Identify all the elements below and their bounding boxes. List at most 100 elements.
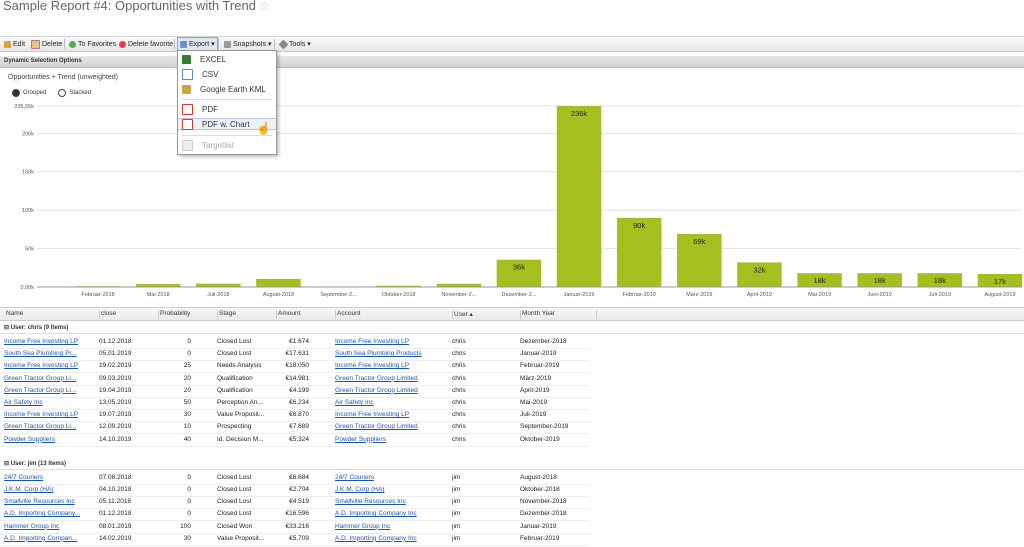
- bar[interactable]: [737, 262, 782, 287]
- opportunity-link[interactable]: South Sea Plumbing Pr...: [4, 350, 77, 358]
- table-row[interactable]: Green Tractor Group Li... 12.09.2019 10 Pro…: [0, 421, 590, 435]
- opportunity-link[interactable]: Income Free Investing LP: [4, 362, 79, 370]
- column-header[interactable]: close: [97, 310, 159, 319]
- account-link[interactable]: Income Free Investing LP: [335, 338, 410, 345]
- account-link[interactable]: Income Free Investing LP: [335, 411, 410, 419]
- opportunity-link[interactable]: Green Tractor Group Li...: [4, 386, 77, 394]
- table-row[interactable]: Income Free Investing LP 01.12.2018 0 Close…: [0, 336, 590, 349]
- bar-data-label: 18k: [814, 276, 826, 285]
- account-link[interactable]: Powder Suppliers: [335, 435, 386, 443]
- bar-data-label: 18k: [934, 276, 946, 285]
- table-row[interactable]: Income Free Investing LP 19.07.2019 30 Valu…: [0, 409, 590, 423]
- opportunity-link[interactable]: J.K.M. Corp (HA): [4, 486, 54, 493]
- opportunity-link[interactable]: Income Free Investing LP: [4, 338, 79, 345]
- table-cell: €1.674: [289, 338, 309, 345]
- opportunity-link[interactable]: Income Free Investing LP: [4, 411, 79, 419]
- bar[interactable]: [256, 278, 301, 287]
- table-row[interactable]: Green Tractor Group Li... 09.03.2019 20 Qua…: [0, 373, 590, 386]
- account-link[interactable]: Hammer Group Inc: [335, 522, 391, 530]
- group-header[interactable]: ⊟ User: jim (13 Items): [0, 458, 1024, 470]
- table-cell: €4.519: [289, 498, 309, 506]
- favorite-star-icon[interactable]: ☆: [258, 0, 270, 13]
- menu-item-csv[interactable]: CSV: [178, 68, 276, 80]
- table-row[interactable]: Hammer Group Inc 08.01.2019 100 Closed Won €…: [0, 521, 590, 534]
- tools-button[interactable]: Tools ▾: [278, 37, 311, 51]
- bar[interactable]: [556, 106, 602, 287]
- table-row[interactable]: Powder Suppliers 14.10.2019 40 Id. Decision…: [0, 434, 590, 447]
- pdf-icon: [182, 103, 193, 115]
- menu-item-kml[interactable]: Google Earth KML: [178, 83, 276, 95]
- bar-data-label: 90k: [633, 221, 645, 230]
- table-row[interactable]: A.D. Importing Compan... 14.02.2019 30 Valu…: [0, 533, 590, 546]
- bar[interactable]: [917, 273, 963, 287]
- bar[interactable]: [977, 273, 1023, 287]
- column-header[interactable]: Month Year: [518, 310, 597, 319]
- opportunity-link[interactable]: Powder Suppliers: [4, 435, 55, 443]
- account-link[interactable]: Smallville Resources Inc: [335, 498, 406, 506]
- account-link[interactable]: Income Free Investing LP: [335, 362, 410, 370]
- section-title: Dynamic Selection Options: [4, 58, 82, 64]
- column-header[interactable]: Amount: [274, 310, 336, 319]
- table-row[interactable]: 24/7 Couriers 07.08.2018 0 Closed Lost €6.68…: [0, 472, 590, 485]
- opportunity-link[interactable]: Smallville Resources Inc: [4, 498, 75, 506]
- bar[interactable]: [135, 284, 181, 287]
- table-cell: €33.216: [285, 522, 310, 530]
- menu-item-pdf[interactable]: PDF: [178, 103, 276, 115]
- delete-button[interactable]: Delete: [31, 37, 62, 51]
- bar[interactable]: [376, 285, 421, 287]
- table-cell: €6.870: [289, 411, 309, 419]
- column-header[interactable]: Account: [333, 310, 453, 319]
- table-cell: Juli-2019: [520, 411, 547, 419]
- account-link[interactable]: Green Tractor Group Limited: [335, 386, 418, 394]
- account-link[interactable]: 24/7 Couriers: [335, 473, 375, 481]
- bar[interactable]: [857, 273, 902, 287]
- table-row[interactable]: Income Free Investing LP 19.02.2019 25 Need…: [0, 360, 590, 374]
- account-link[interactable]: J.K.M. Corp (HA): [335, 486, 385, 493]
- grouped-radio[interactable]: [12, 89, 20, 97]
- table-row[interactable]: Air Safety Inc 13.05.2019 50 Perception An.…: [0, 397, 590, 410]
- column-header[interactable]: User ▴: [450, 310, 521, 319]
- opportunity-link[interactable]: A.D. Importing Compan...: [4, 534, 78, 542]
- group-header[interactable]: ⊟ User: chris (9 Items): [0, 322, 1024, 334]
- export-button[interactable]: Export ▾: [177, 37, 218, 51]
- edit-button[interactable]: Edit: [4, 37, 25, 51]
- opportunity-link[interactable]: Green Tractor Group Li...: [4, 374, 77, 382]
- table-row[interactable]: Green Tractor Group Li... 19.04.2019 20 Qua…: [0, 385, 590, 398]
- chart-title: Opportunities + Trend (unweighted): [8, 74, 118, 81]
- stacked-radio[interactable]: [58, 89, 67, 97]
- table-row[interactable]: J.K.M. Corp (HA) 04.10.2018 0 Closed Lost €2…: [0, 484, 590, 497]
- bar[interactable]: [797, 273, 842, 287]
- column-header[interactable]: Probability: [156, 310, 218, 319]
- account-link[interactable]: A.D. Importing Company Inc: [335, 534, 417, 542]
- account-link[interactable]: Air Safety Inc: [335, 399, 374, 406]
- account-link[interactable]: A.D. Importing Company Inc: [335, 510, 417, 518]
- bar[interactable]: [496, 259, 542, 287]
- account-link[interactable]: Green Tractor Group Limited: [335, 423, 418, 431]
- dynamic-selection-options-header[interactable]: Dynamic Selection Options: [0, 56, 1024, 68]
- bar[interactable]: [196, 283, 241, 287]
- opportunity-link[interactable]: A.D. Importing Company...: [4, 510, 81, 518]
- table-row[interactable]: Smallville Resources Inc 05.11.2018 0 Close…: [0, 496, 590, 510]
- table-cell: Prospecting: [217, 423, 252, 431]
- account-link[interactable]: South Sea Plumbing Products: [335, 350, 422, 358]
- table-row[interactable]: A.D. Importing Company... 01.12.2018 0 Clos…: [0, 508, 590, 522]
- to-favorites-button[interactable]: To Favorites: [69, 37, 116, 51]
- table-cell: 08.01.2019: [99, 522, 132, 530]
- delete-favorite-button[interactable]: Delete favorite: [119, 37, 173, 51]
- opportunity-link[interactable]: Green Tractor Group Li...: [4, 423, 77, 431]
- column-header[interactable]: Name: [2, 310, 100, 319]
- opportunity-link[interactable]: 24/7 Couriers: [4, 473, 44, 481]
- menu-item-excel[interactable]: EXCEL: [178, 53, 276, 65]
- column-header[interactable]: Stage: [215, 310, 277, 319]
- account-link[interactable]: Green Tractor Group Limited: [335, 374, 418, 382]
- snapshots-button[interactable]: Snapshots ▾: [224, 37, 272, 51]
- table-cell: 0: [187, 498, 191, 506]
- opportunity-link[interactable]: Hammer Group Inc: [4, 522, 60, 530]
- menu-item-pdf-chart[interactable]: PDF w. Chart: [178, 118, 276, 130]
- opportunity-link[interactable]: Air Safety Inc: [4, 399, 43, 406]
- opportunities-bar-chart: 0,00k 50k 100k 150k 200k 235,55k Februar-2018 M…: [14, 104, 1023, 298]
- bar[interactable]: [616, 217, 662, 287]
- bar[interactable]: [436, 283, 482, 287]
- table-row[interactable]: South Sea Plumbing Pr... 05.01.2019 0 Close…: [0, 348, 590, 362]
- bar[interactable]: [677, 233, 722, 287]
